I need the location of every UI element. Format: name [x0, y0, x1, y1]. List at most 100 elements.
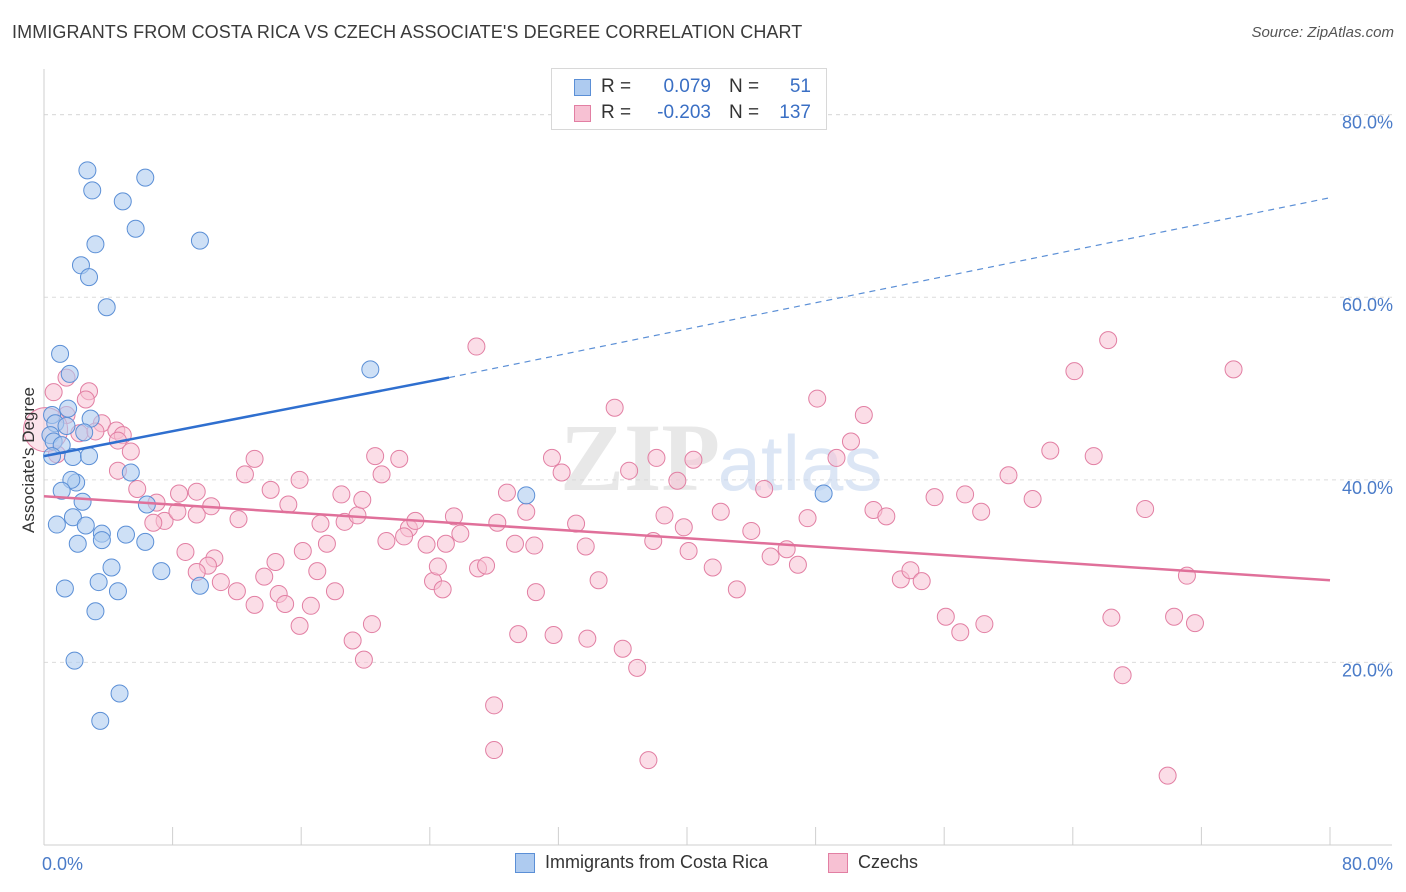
source-credit: Source: ZipAtlas.com — [1251, 24, 1394, 41]
czechs-point — [1084, 447, 1103, 466]
czechs-point — [168, 502, 187, 521]
czechs-point — [956, 485, 975, 504]
czechs-point — [290, 470, 309, 489]
czechs-trend-line — [43, 495, 1331, 582]
legend-swatch-pink — [574, 104, 591, 122]
czechs-point — [1158, 766, 1177, 785]
legend-n-label: N = — [729, 102, 760, 123]
czechs-point — [674, 518, 693, 537]
czechs-point — [711, 502, 730, 521]
costa-rica-point — [102, 558, 121, 577]
legend-n-value: 51 — [789, 76, 811, 97]
czechs-point — [972, 502, 991, 521]
czechs-point — [951, 623, 970, 642]
costa-rica-point — [59, 399, 78, 418]
czechs-point — [1165, 607, 1184, 626]
czechs-point — [509, 625, 528, 644]
czechs-point — [936, 607, 955, 626]
bottom-legend-swatch-blue — [515, 852, 535, 873]
x-tick-label-left: 0.0% — [42, 854, 83, 874]
czechs-point — [390, 449, 409, 468]
czechs-point — [485, 741, 504, 760]
czechs-point — [1102, 608, 1121, 627]
czechs-point — [44, 383, 63, 402]
czechs-point — [1113, 666, 1132, 685]
y-tick-label: 40.0% — [1342, 478, 1393, 498]
costa-rica-point — [89, 573, 108, 592]
czechs-point — [668, 471, 687, 490]
costa-rica-point — [75, 423, 94, 442]
costa-rica-point — [190, 576, 209, 595]
czechs-point — [620, 461, 639, 480]
czechs-point — [589, 571, 608, 590]
costa-rica-point — [113, 192, 132, 211]
czechs-point — [255, 567, 274, 586]
czechs-point — [290, 616, 309, 635]
czechs-point — [755, 479, 774, 498]
czechs-point — [176, 542, 195, 561]
czechs-point — [901, 561, 920, 580]
czechs-point — [436, 534, 455, 553]
czechs-point — [343, 631, 362, 650]
czechs-point — [841, 432, 860, 451]
czechs-point — [76, 390, 95, 409]
czechs-point — [975, 615, 994, 634]
czechs-point — [317, 534, 336, 553]
costa-rica-point — [97, 298, 116, 317]
czechs-point — [245, 449, 264, 468]
czechs-point — [308, 562, 327, 581]
costa-rica-point — [73, 492, 92, 511]
czechs-point — [788, 555, 807, 574]
czechs-point — [1224, 360, 1243, 379]
czechs-point — [1023, 489, 1042, 508]
czechs-point — [488, 513, 507, 532]
costa-rica-point — [91, 711, 110, 730]
czechs-point — [235, 465, 254, 484]
costa-rica-point — [80, 447, 99, 466]
y-tick-label: 80.0% — [1342, 113, 1393, 133]
czechs-point — [1136, 500, 1155, 519]
czechs-point — [1041, 441, 1060, 460]
czechs-point — [227, 582, 246, 601]
czechs-point — [144, 513, 163, 532]
czechs-point — [542, 448, 561, 467]
costa-rica-point — [78, 161, 97, 180]
czechs-point — [428, 557, 447, 576]
czechs-point — [1185, 614, 1204, 633]
czechs-point — [727, 580, 746, 599]
czechs-point — [477, 556, 496, 575]
czechs-point — [912, 572, 931, 591]
czechs-point — [1099, 331, 1118, 350]
costa-rica-point — [110, 684, 129, 703]
legend-r-label: R = — [601, 76, 632, 97]
czechs-point — [497, 483, 516, 502]
costa-rica-point — [65, 651, 84, 670]
czechs-point — [703, 558, 722, 577]
legend-r-label: R = — [601, 102, 632, 123]
czechs-point — [628, 658, 647, 677]
costa-rica-point — [126, 219, 145, 238]
czechs-point — [417, 535, 436, 554]
czechs-point — [655, 506, 674, 525]
czechs-point — [293, 542, 312, 561]
czechs-point — [485, 696, 504, 715]
costa-rica-point — [51, 344, 70, 363]
czechs-point — [266, 552, 285, 571]
czechs-point — [613, 639, 632, 658]
costa-rica-point — [136, 532, 155, 551]
costa-rica-point — [76, 516, 95, 535]
costa-rica-trend-solid — [43, 376, 450, 458]
czechs-point — [332, 485, 351, 504]
czechs-point — [170, 484, 189, 503]
costa-rica-point — [86, 235, 105, 254]
costa-rica-point — [68, 534, 87, 553]
czechs-point — [1065, 362, 1084, 381]
czechs-points — [23, 331, 1243, 785]
czechs-point — [605, 398, 624, 417]
costa-rica-point — [136, 168, 155, 187]
y-axis-label: Associate's Degree — [19, 387, 38, 533]
czechs-point — [647, 448, 666, 467]
czechs-point — [578, 629, 597, 648]
y-tick-label: 20.0% — [1342, 660, 1393, 680]
czechs-point — [362, 615, 381, 634]
